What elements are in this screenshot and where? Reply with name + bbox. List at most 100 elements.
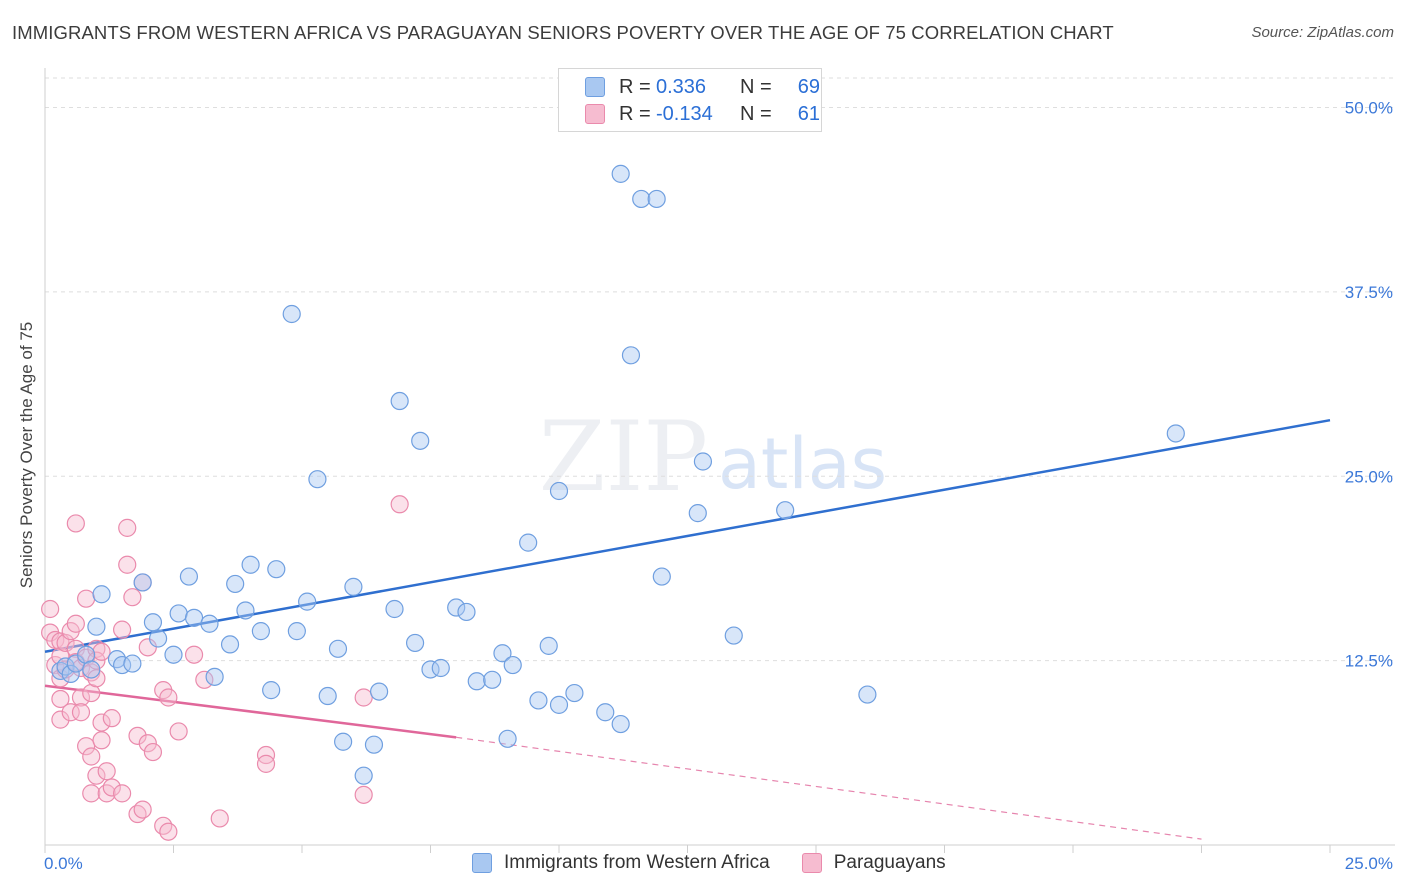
paraguayans-point [51,669,70,688]
paraguayans-point [256,754,276,773]
legend-swatch-pink [585,104,605,124]
western-africa-point [123,654,142,673]
western-africa-point [179,567,199,586]
western-africa-point [364,735,384,754]
legend-r-value-pink: -0.134 [656,102,713,125]
western-africa-point [370,682,389,701]
tick-labels: 12.5% 25.0% 37.5% 50.0% 0.0% 25.0% [44,99,1393,874]
paraguayans-point [92,642,111,661]
western-africa-point [858,685,877,704]
watermark-atlas: atlas [718,423,887,505]
x-tick-label-1: 25.0% [1345,854,1393,873]
western-africa-point [539,636,558,655]
western-africa-point [390,391,409,411]
western-africa-point [200,614,219,633]
legend-r-label-pink: R = [619,102,651,125]
western-africa-point [693,452,713,471]
paraguayans-point [112,784,132,803]
series-swatch-blue [472,853,492,873]
paraguayans-point [82,784,101,803]
paraguayans-point [354,785,373,804]
western-africa-point [241,555,260,574]
western-africa-point [611,164,630,183]
paraguayans-point [102,709,121,728]
western-africa-point [236,601,255,620]
western-africa-point [457,602,476,622]
paraguayans-point [92,713,111,732]
trend-line-paraguayans-extension [456,736,1202,840]
western-africa-point [596,703,615,722]
western-africa-point [447,598,466,617]
western-africa-point [318,686,337,706]
western-africa-point [405,633,425,653]
paraguayans-point [71,688,91,707]
western-africa-point [143,613,163,632]
western-africa-point [549,695,569,714]
western-africa-point [724,626,743,645]
western-africa-point [1166,424,1185,443]
legend-swatch-blue [585,77,605,97]
western-africa-point [220,635,240,654]
western-africa-point [87,617,106,636]
paraguayans-point [128,726,147,745]
western-africa-point [205,667,224,686]
y-tick-label-0: 12.5% [1345,652,1393,671]
western-africa-point [184,608,204,627]
series-label-blue: Immigrants from Western Africa [504,852,770,873]
paraguayans-point [123,588,142,607]
trend-line-paraguayans [44,684,457,739]
western-africa-point [344,577,363,596]
paraguayans-point [71,703,91,722]
correlation-legend: R = 0.336 N = 69 R = -0.134 N = 61 [558,68,822,132]
paraguayans-point [159,688,178,707]
paraguayans-point [195,670,214,689]
legend-n-value-blue: 69 [797,75,820,98]
paraguayans-point [184,645,204,664]
source-credit: Source: ZipAtlas.com [1251,24,1394,41]
series-legend: Immigrants from Western Africa Paraguaya… [472,852,978,874]
paraguayans-point [56,633,75,653]
western-africa-point [82,660,101,679]
paraguayans-point [66,514,85,533]
western-africa-point [385,599,404,619]
western-africa-point [483,670,502,689]
x-tick-label-0: 0.0% [44,854,83,873]
paraguayans-point [87,766,106,785]
series-label-pink: Paraguayans [833,852,946,873]
paraguayans-point [390,495,409,514]
western-africa-point [519,533,538,552]
western-africa-point [133,573,152,592]
western-africa-point [632,189,651,209]
western-africa-point [61,664,80,684]
legend-row-blue: R = 0.336 N = 69 [585,74,820,100]
western-africa-point [148,629,168,648]
western-africa-point [503,655,522,675]
axes [44,68,1395,853]
paraguayans-point [87,669,106,688]
y-tick-label-3: 50.0% [1345,99,1393,118]
legend-row-pink: R = -0.134 N = 61 [585,101,820,127]
western-africa-point [688,504,707,523]
paraguayans-point [61,703,80,722]
western-africa-point [431,658,450,678]
western-africa-point [493,644,512,663]
western-africa-point [282,304,301,324]
paraguayans-point [169,722,188,741]
paraguayans-point [87,651,106,670]
trend-line-western-africa [44,418,1331,654]
western-africa-point [776,501,795,520]
legend-n-value-pink: 61 [797,102,820,125]
western-africa-point [262,681,281,700]
legend-n-label-pink: N = [740,102,772,125]
paraguayans-point [112,620,132,639]
paraguayans-point [51,689,70,709]
western-africa-point [92,585,111,604]
y-axis-label: Seniors Poverty Over the Age of 75 [17,321,36,589]
western-africa-point [565,683,584,703]
western-africa-point [328,639,348,658]
legend-r-value-blue: 0.336 [656,75,707,98]
chart-title: IMMIGRANTS FROM WESTERN AFRICA VS PARAGU… [12,22,1114,43]
western-africa-point [529,691,548,710]
paraguayans-point [118,518,137,537]
y-tick-label-1: 25.0% [1345,467,1393,486]
